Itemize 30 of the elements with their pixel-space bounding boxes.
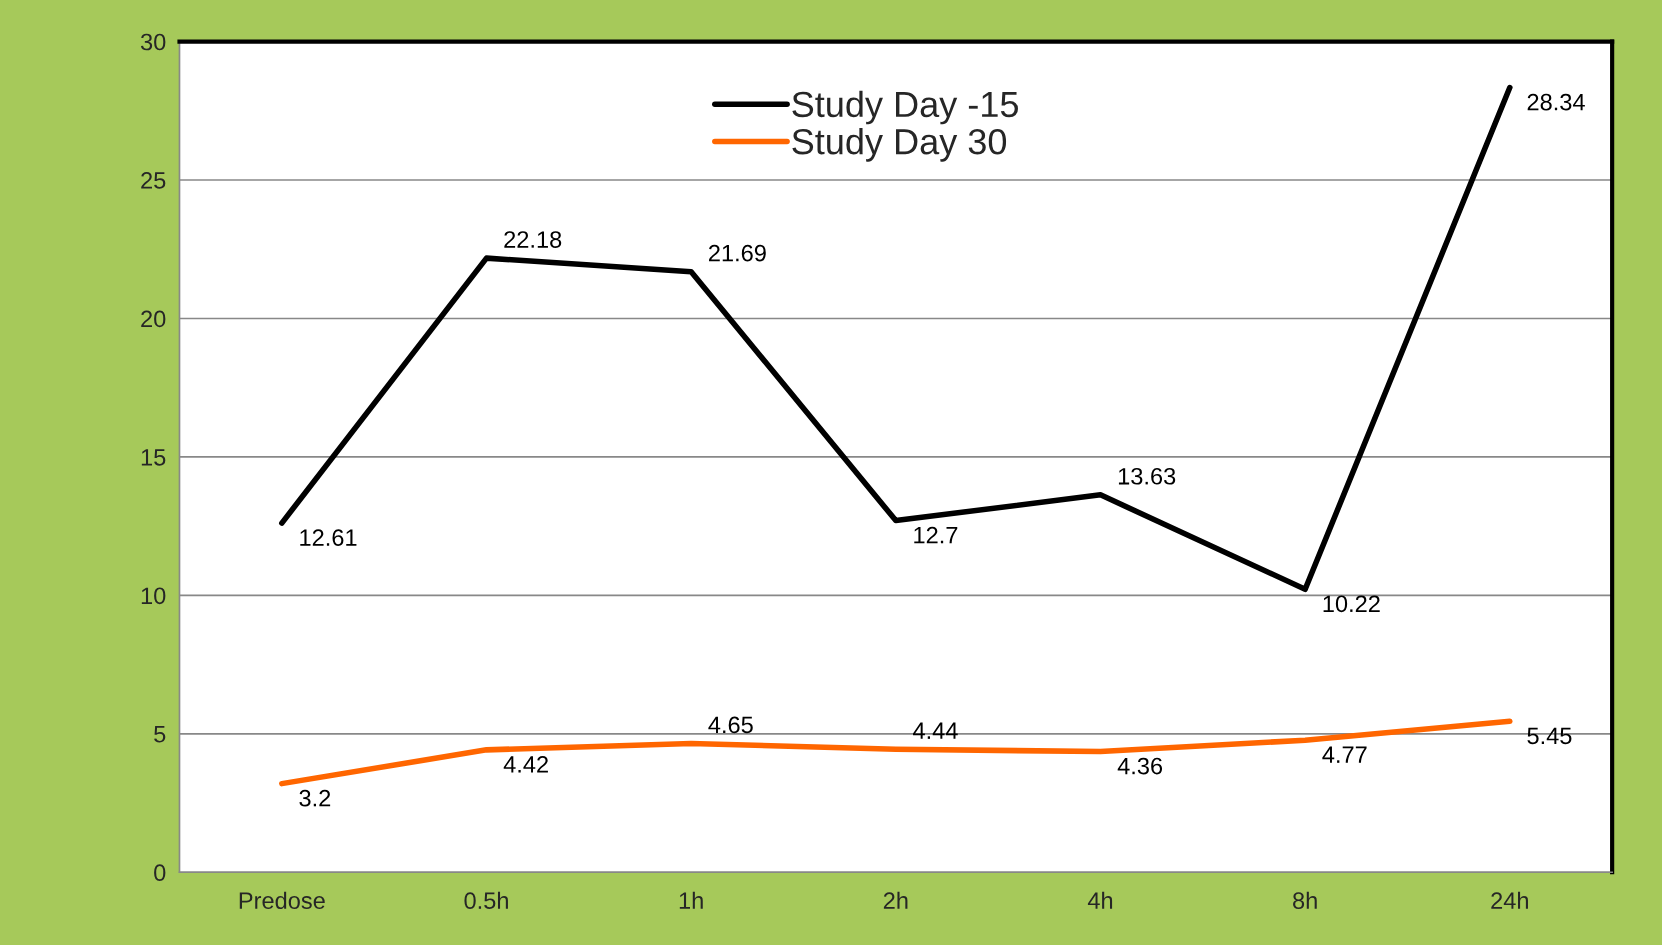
data-label: 10.22 — [1323, 595, 1380, 613]
data-label: 4.44 — [913, 722, 958, 739]
data-label: 12.61 — [300, 529, 357, 546]
legend-label: Study Day -15 — [792, 90, 1018, 125]
data-label: 3.2 — [299, 789, 331, 807]
y-tick-label: 20 — [141, 310, 166, 328]
y-tick-label: 5 — [154, 726, 166, 743]
x-tick-label: Predose — [239, 891, 325, 910]
data-label: 28.34 — [1527, 93, 1585, 111]
data-label: 4.65 — [708, 716, 753, 734]
data-label: 21.69 — [709, 244, 766, 262]
data-label: 12.7 — [914, 526, 958, 544]
data-label: 22.18 — [504, 231, 562, 248]
y-tick-label: 25 — [141, 172, 166, 189]
x-tick-label: 0.5h — [464, 891, 508, 910]
y-tick-label: 0 — [154, 864, 166, 882]
x-tick-label: 2h — [883, 891, 908, 909]
y-tick-label: 30 — [140, 33, 166, 51]
data-label: 4.77 — [1322, 746, 1367, 763]
data-label: 5.45 — [1527, 727, 1572, 745]
y-tick-label: 15 — [141, 449, 166, 466]
x-tick-label: 24h — [1491, 891, 1528, 909]
data-label: 4.42 — [503, 756, 548, 773]
legend-label: Study Day 30 — [792, 127, 1007, 162]
y-tick-label: 10 — [141, 587, 166, 605]
x-tick-label: 8h — [1293, 891, 1317, 910]
data-label: 13.63 — [1118, 467, 1176, 485]
x-tick-label: 4h — [1087, 891, 1113, 909]
x-tick-label: 1h — [679, 891, 703, 909]
data-label: 4.36 — [1117, 757, 1163, 775]
